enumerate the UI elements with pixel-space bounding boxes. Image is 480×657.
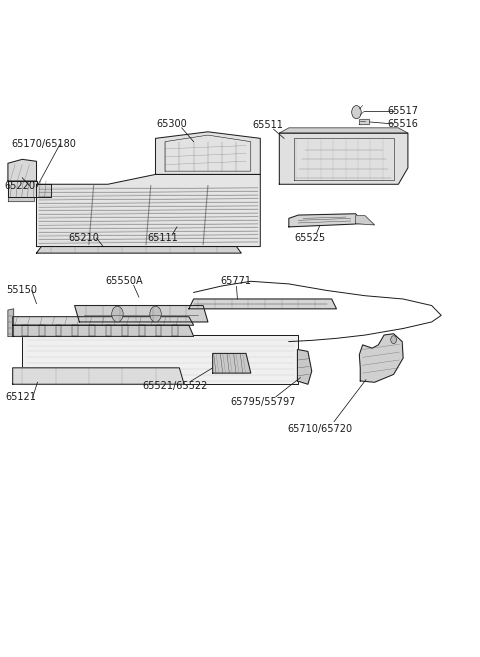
Polygon shape [36, 246, 241, 253]
Polygon shape [72, 325, 78, 336]
Text: 65550A: 65550A [106, 277, 144, 286]
Polygon shape [139, 325, 144, 336]
Text: 65220: 65220 [4, 181, 36, 191]
Text: 55150: 55150 [6, 286, 37, 296]
Polygon shape [39, 325, 45, 336]
Polygon shape [22, 335, 299, 384]
Polygon shape [172, 325, 178, 336]
Polygon shape [8, 160, 36, 181]
Polygon shape [106, 325, 111, 336]
Polygon shape [12, 368, 184, 384]
Text: 65300: 65300 [157, 119, 188, 129]
Polygon shape [12, 317, 193, 325]
Circle shape [391, 336, 396, 344]
Polygon shape [8, 181, 51, 197]
Circle shape [150, 306, 161, 322]
Text: 65517: 65517 [388, 106, 419, 116]
Text: 65525: 65525 [295, 233, 326, 243]
Text: 65111: 65111 [147, 233, 178, 243]
Text: 65795/55797: 65795/55797 [230, 397, 295, 407]
Polygon shape [56, 325, 61, 336]
Text: 65170/65180: 65170/65180 [11, 139, 76, 148]
Polygon shape [156, 325, 161, 336]
Polygon shape [289, 214, 365, 227]
Polygon shape [122, 325, 128, 336]
Text: 65521/65522: 65521/65522 [142, 380, 207, 390]
Circle shape [352, 106, 361, 119]
Polygon shape [360, 334, 403, 382]
Polygon shape [213, 353, 251, 373]
Text: 65210: 65210 [69, 233, 99, 243]
Polygon shape [74, 306, 208, 322]
Text: 65121: 65121 [6, 392, 36, 402]
Circle shape [112, 306, 123, 322]
Polygon shape [356, 215, 374, 225]
Polygon shape [22, 325, 28, 336]
Text: 65516: 65516 [388, 119, 419, 129]
Polygon shape [12, 325, 193, 336]
Polygon shape [8, 309, 13, 336]
Polygon shape [36, 174, 260, 246]
Polygon shape [360, 119, 369, 124]
Polygon shape [279, 133, 408, 184]
Polygon shape [189, 299, 336, 309]
Polygon shape [8, 197, 34, 200]
Polygon shape [279, 128, 408, 133]
Polygon shape [89, 325, 95, 336]
Text: 65710/65720: 65710/65720 [287, 424, 352, 434]
Polygon shape [298, 350, 312, 384]
Text: 65771: 65771 [220, 277, 251, 286]
Polygon shape [156, 132, 260, 174]
Text: 65511: 65511 [252, 120, 283, 130]
